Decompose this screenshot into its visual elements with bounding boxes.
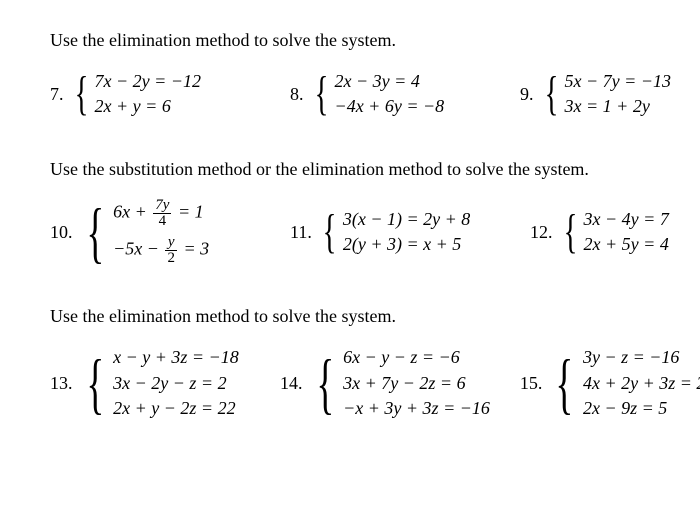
equation-line: 3x − 2y − z = 2 [113,371,239,396]
equation-line: 3y − z = −16 [583,345,700,370]
equation-line: 6x − y − z = −6 [343,345,490,370]
equation-line: 5x − 7y = −13 [565,69,671,94]
problem-number: 13. [50,373,73,394]
problem-number: 15. [520,373,543,394]
row-1: 7. { 7x − 2y = −12 2x + y = 6 8. { 2x − … [50,69,650,119]
brace-icon: { [314,75,328,113]
instruction-2: Use the substitution method or the elimi… [50,159,650,180]
equation-line: 3x = 1 + 2y [565,94,671,119]
problem-number: 8. [290,84,304,105]
problem-8: 8. { 2x − 3y = 4 −4x + 6y = −8 [290,69,490,119]
eq-part: 6x + [113,202,147,222]
brace-icon: { [563,213,577,251]
equation-line: 2x + y = 6 [95,94,201,119]
brace-icon: { [322,213,336,251]
equation-line: −5x − y2 = 3 [113,235,209,266]
problem-number: 11. [290,222,312,243]
fraction: y2 [165,235,177,266]
frac-top: 7y [153,198,171,214]
problem-number: 12. [530,222,553,243]
problem-12: 12. { 3x − 4y = 7 2x + 5y = 4 [530,198,669,266]
problem-11: 11. { 3(x − 1) = 2y + 8 2(y + 3) = x + 5 [290,198,500,266]
equation-line: 2(y + 3) = x + 5 [343,232,470,257]
problem-10: 10. { 6x + 7y4 = 1 −5x − y2 = 3 [50,198,260,266]
equation-line: 6x + 7y4 = 1 [113,198,209,229]
problem-number: 7. [50,84,64,105]
fraction: 7y4 [153,198,171,229]
brace-icon: { [86,207,104,258]
equation-line: 3x − 4y = 7 [584,207,669,232]
problem-7: 7. { 7x − 2y = −12 2x + y = 6 [50,69,260,119]
equation-line: 2x + y − 2z = 22 [113,396,239,421]
brace-icon: { [316,358,334,409]
problem-14: 14. { 6x − y − z = −6 3x + 7y − 2z = 6 −… [280,345,490,421]
brace-icon: { [544,75,558,113]
frac-bot: 4 [153,214,171,229]
equation-line: x − y + 3z = −18 [113,345,239,370]
equation-line: 2x − 3y = 4 [335,69,445,94]
equation-line: 4x + 2y + 3z = 21 [583,371,700,396]
eq-part: = 1 [178,202,204,222]
problem-13: 13. { x − y + 3z = −18 3x − 2y − z = 2 2… [50,345,250,421]
equation-line: 3x + 7y − 2z = 6 [343,371,490,396]
row-3: 13. { x − y + 3z = −18 3x − 2y − z = 2 2… [50,345,650,421]
equation-line: 3(x − 1) = 2y + 8 [343,207,470,232]
equation-line: 2x + 5y = 4 [584,232,669,257]
equation-line: −4x + 6y = −8 [335,94,445,119]
problem-number: 10. [50,222,73,243]
instruction-1: Use the elimination method to solve the … [50,30,650,51]
problem-9: 9. { 5x − 7y = −13 3x = 1 + 2y [520,69,671,119]
row-2: 10. { 6x + 7y4 = 1 −5x − y2 = 3 11. { 3(… [50,198,650,266]
frac-bot: 2 [165,251,177,266]
problem-number: 9. [520,84,534,105]
problem-15: 15. { 3y − z = −16 4x + 2y + 3z = 21 2x … [520,345,700,421]
equation-line: 2x − 9z = 5 [583,396,700,421]
brace-icon: { [556,358,574,409]
brace-icon: { [74,75,88,113]
problem-number: 14. [280,373,303,394]
eq-part: −5x − [113,239,159,259]
eq-part: = 3 [183,239,209,259]
brace-icon: { [86,358,104,409]
instruction-3: Use the elimination method to solve the … [50,306,650,327]
frac-top: y [165,235,177,251]
equation-line: −x + 3y + 3z = −16 [343,396,490,421]
equation-line: 7x − 2y = −12 [95,69,201,94]
